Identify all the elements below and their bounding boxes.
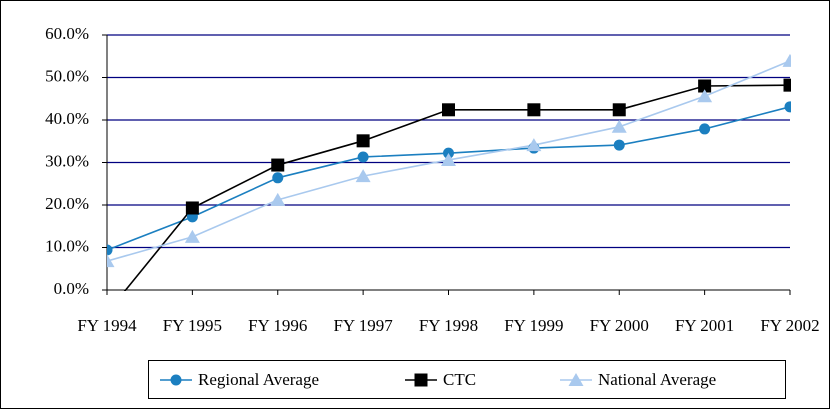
y-tick-label: 40.0% bbox=[45, 109, 89, 128]
legend-marker bbox=[568, 373, 584, 386]
x-tick-label: FY 1999 bbox=[504, 316, 563, 335]
data-point bbox=[107, 254, 115, 268]
data-point bbox=[357, 151, 369, 163]
data-point bbox=[441, 152, 456, 166]
x-tick-label: FY 1994 bbox=[77, 316, 137, 335]
y-tick-label: 0.0% bbox=[54, 279, 89, 298]
legend-box bbox=[148, 360, 786, 399]
data-point bbox=[272, 172, 284, 184]
y-tick-label: 50.0% bbox=[45, 66, 89, 85]
data-point bbox=[355, 169, 371, 183]
legend-marker bbox=[170, 374, 182, 386]
data-point bbox=[526, 138, 542, 152]
data-point bbox=[783, 78, 791, 92]
data-point bbox=[613, 139, 625, 151]
data-point bbox=[782, 53, 791, 67]
x-tick-label: FY 1998 bbox=[419, 316, 478, 335]
y-tick-label: 20.0% bbox=[45, 194, 89, 213]
data-point bbox=[442, 103, 455, 117]
data-point bbox=[356, 134, 370, 148]
grid bbox=[102, 34, 791, 295]
legend-label: CTC bbox=[443, 370, 476, 389]
data-point bbox=[184, 229, 200, 243]
data-point bbox=[697, 89, 713, 103]
data-point bbox=[271, 158, 285, 172]
y-tick-label: 30.0% bbox=[45, 151, 89, 170]
data-point bbox=[270, 192, 286, 206]
x-tick-label: FY 1996 bbox=[248, 316, 307, 335]
x-tick-label: FY 2000 bbox=[590, 316, 649, 335]
legend-label: National Average bbox=[598, 370, 716, 389]
data-point bbox=[107, 244, 113, 256]
data-point bbox=[185, 201, 199, 215]
x-tick-label: FY 1995 bbox=[163, 316, 222, 335]
x-tick-label: FY 2001 bbox=[675, 316, 734, 335]
plot-lines bbox=[107, 53, 791, 291]
x-tick-label: FY 2002 bbox=[760, 316, 819, 335]
legend-label: Regional Average bbox=[198, 370, 319, 389]
data-point bbox=[699, 123, 711, 135]
x-tick-label: FY 1997 bbox=[333, 316, 393, 335]
data-point bbox=[784, 101, 791, 113]
data-point bbox=[527, 103, 541, 117]
data-point bbox=[698, 79, 712, 93]
data-point bbox=[612, 103, 626, 117]
y-tick-label: 60.0% bbox=[45, 24, 89, 43]
y-tick-label: 10.0% bbox=[45, 236, 89, 255]
legend-marker bbox=[414, 373, 428, 387]
data-point bbox=[611, 119, 627, 133]
